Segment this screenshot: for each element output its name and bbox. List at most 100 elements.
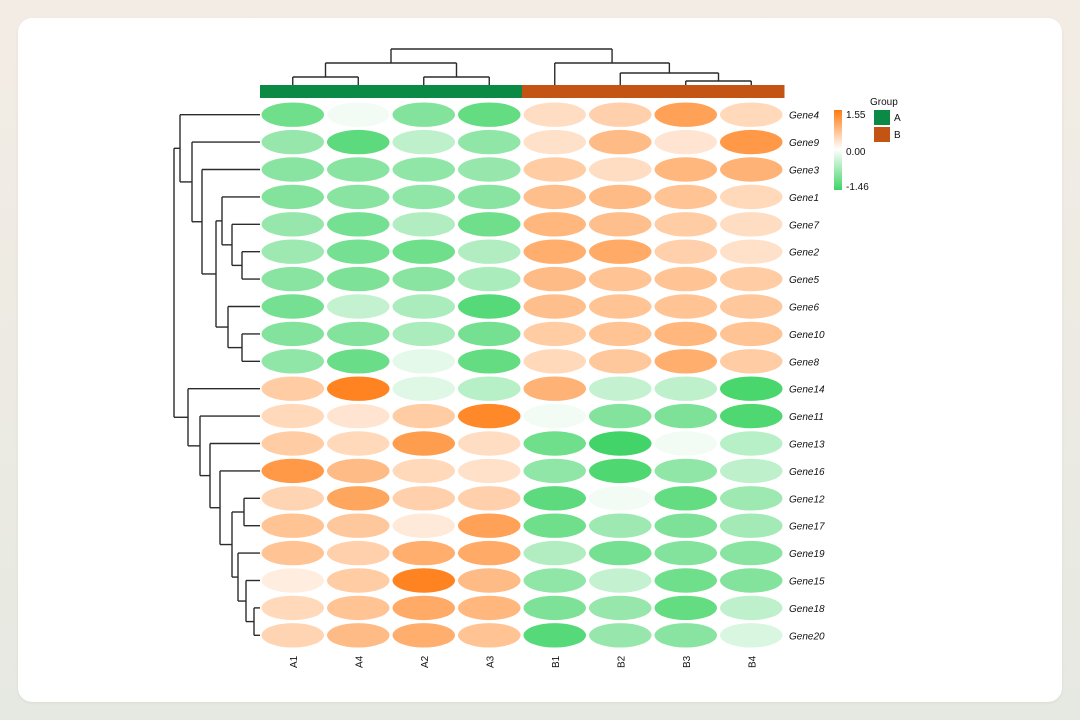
heatmap-cell: [720, 239, 783, 264]
heatmap-cell: [523, 102, 586, 127]
heatmap-cell: [458, 321, 521, 347]
heatmap-cell: [654, 266, 717, 292]
column-label: A1: [289, 655, 300, 668]
heatmap-cell: [654, 376, 717, 401]
heatmap-cell: [261, 540, 324, 566]
group-bar-segment: [325, 85, 392, 98]
heatmap-cell: [654, 184, 717, 210]
heatmap-cell: [589, 157, 652, 182]
heatmap-cell: [392, 321, 455, 347]
heatmap-cell: [392, 212, 455, 237]
row-label: Gene11: [789, 412, 824, 423]
heatmap-cell: [523, 486, 586, 511]
group-legend-swatch-a: [874, 110, 890, 125]
heatmap-cell: [458, 595, 521, 621]
heatmap-cell: [458, 266, 521, 292]
heatmap-cell: [261, 623, 324, 648]
row-label: Gene5: [789, 275, 819, 286]
group-bar-segment: [456, 85, 523, 98]
heatmap-cell: [458, 212, 521, 237]
heatmap-cell: [261, 321, 324, 347]
heatmap-cell: [589, 513, 652, 538]
heatmap-cell: [327, 321, 390, 347]
column-label: B3: [682, 655, 693, 668]
column-group-bar: [260, 85, 785, 98]
heatmap-cell: [720, 568, 783, 593]
heatmap-cell: [654, 568, 717, 593]
heatmap-cell: [654, 349, 717, 374]
heatmap-cell: [589, 540, 652, 566]
heatmap-cell: [523, 239, 586, 264]
heatmap-cell: [327, 623, 390, 648]
heatmap-cell: [458, 568, 521, 593]
heatmap-cell: [261, 458, 324, 484]
group-legend-label-a: A: [894, 113, 901, 124]
heatmap-cell: [458, 513, 521, 538]
heatmap-cell: [589, 239, 652, 264]
row-label: Gene13: [789, 440, 825, 451]
heatmap-cell: [720, 349, 783, 374]
legend: 1.55 0.00 -1.46 Group A B: [834, 97, 901, 193]
group-bar-segment: [653, 85, 719, 98]
heatmap-cell: [392, 266, 455, 292]
heatmap-cell: [720, 513, 783, 538]
heatmap-cell: [523, 157, 586, 182]
heatmap-cell: [654, 239, 717, 264]
heatmap-cell: [327, 540, 390, 566]
heatmap-cell: [327, 184, 390, 210]
heatmap-cell: [523, 266, 586, 292]
heatmap-cell: [720, 458, 783, 484]
heatmap-cell: [261, 431, 324, 456]
column-dendrogram: [292, 48, 752, 85]
heatmap-cell: [720, 321, 783, 347]
group-legend-label-b: B: [894, 130, 901, 141]
heatmap-cell: [392, 486, 455, 511]
heatmap-cell: [654, 102, 717, 127]
heatmap-cell: [720, 102, 783, 127]
heatmap-cell: [589, 568, 652, 593]
heatmap-cell: [392, 102, 455, 127]
heatmap-cell: [523, 623, 586, 648]
heatmap-cell: [392, 403, 455, 429]
heatmap-cell: [523, 129, 586, 155]
heatmap-cell: [327, 157, 390, 182]
heatmap-cell: [261, 266, 324, 292]
heatmap-cell: [654, 458, 717, 484]
heatmap-cell: [392, 568, 455, 593]
row-label: Gene16: [789, 467, 825, 478]
color-scale-mid-label: 0.00: [846, 147, 866, 158]
column-label: B4: [747, 655, 758, 668]
heatmap-cell: [523, 540, 586, 566]
heatmap-cell: [654, 157, 717, 182]
heatmap-cell: [589, 623, 652, 648]
heatmap-cell: [589, 431, 652, 456]
heatmap-cells: [261, 102, 783, 648]
row-label: Gene6: [789, 303, 819, 314]
row-label: Gene2: [789, 248, 819, 259]
row-label: Gene8: [789, 357, 819, 368]
column-label: B2: [616, 655, 627, 668]
group-bar-segment: [522, 85, 588, 98]
heatmap-cell: [720, 212, 783, 237]
heatmap-cell: [589, 403, 652, 429]
heatmap-cell: [720, 294, 783, 319]
heatmap-cell: [327, 431, 390, 456]
heatmap-cell: [392, 595, 455, 621]
heatmap-cell: [589, 129, 652, 155]
heatmap-cell: [589, 486, 652, 511]
heatmap-cell: [523, 403, 586, 429]
heatmap-cell: [261, 212, 324, 237]
heatmap-cell: [327, 212, 390, 237]
row-label: Gene17: [789, 522, 825, 533]
heatmap-cell: [523, 595, 586, 621]
heatmap-cell: [458, 349, 521, 374]
heatmap-cell: [392, 294, 455, 319]
heatmap-cell: [392, 376, 455, 401]
heatmap-cell: [720, 486, 783, 511]
heatmap-cell: [720, 376, 783, 401]
group-bar-segment: [587, 85, 654, 98]
heatmap-cell: [654, 212, 717, 237]
row-dendrogram: [173, 113, 260, 636]
heatmap-cell: [327, 595, 390, 621]
heatmap-cell: [589, 266, 652, 292]
